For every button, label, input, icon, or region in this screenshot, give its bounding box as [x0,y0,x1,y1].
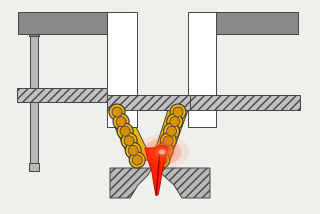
Circle shape [157,155,167,165]
Ellipse shape [134,135,189,169]
Ellipse shape [158,150,165,155]
Circle shape [164,123,180,139]
Circle shape [167,114,183,130]
Polygon shape [156,168,210,198]
Bar [29,163,39,171]
Circle shape [112,107,122,117]
Circle shape [125,142,141,158]
Circle shape [113,114,129,130]
Circle shape [109,104,125,120]
Circle shape [128,145,138,155]
Circle shape [132,155,142,165]
Circle shape [170,104,186,120]
Circle shape [173,107,183,117]
Ellipse shape [156,147,169,156]
Ellipse shape [158,150,166,155]
Circle shape [120,126,130,136]
Circle shape [124,136,134,146]
Ellipse shape [150,144,174,160]
Bar [190,12,298,34]
Bar [107,95,197,110]
Bar [188,12,216,127]
Circle shape [129,152,145,168]
Polygon shape [107,110,152,160]
Polygon shape [152,110,188,160]
Ellipse shape [143,140,181,165]
Circle shape [117,123,133,139]
Bar [18,12,130,34]
Circle shape [160,145,170,155]
Bar [29,28,39,36]
Bar [107,12,137,127]
Polygon shape [145,145,168,195]
Circle shape [160,133,176,149]
Polygon shape [110,168,152,198]
Circle shape [157,142,173,158]
Circle shape [170,117,180,127]
Bar [190,95,300,110]
Ellipse shape [142,138,182,166]
Circle shape [154,152,170,168]
Ellipse shape [149,143,175,161]
Ellipse shape [155,147,170,157]
Circle shape [163,136,173,146]
Circle shape [166,126,177,136]
Circle shape [121,133,137,149]
Bar [17,88,107,102]
Circle shape [116,117,126,127]
Bar [30,35,38,165]
